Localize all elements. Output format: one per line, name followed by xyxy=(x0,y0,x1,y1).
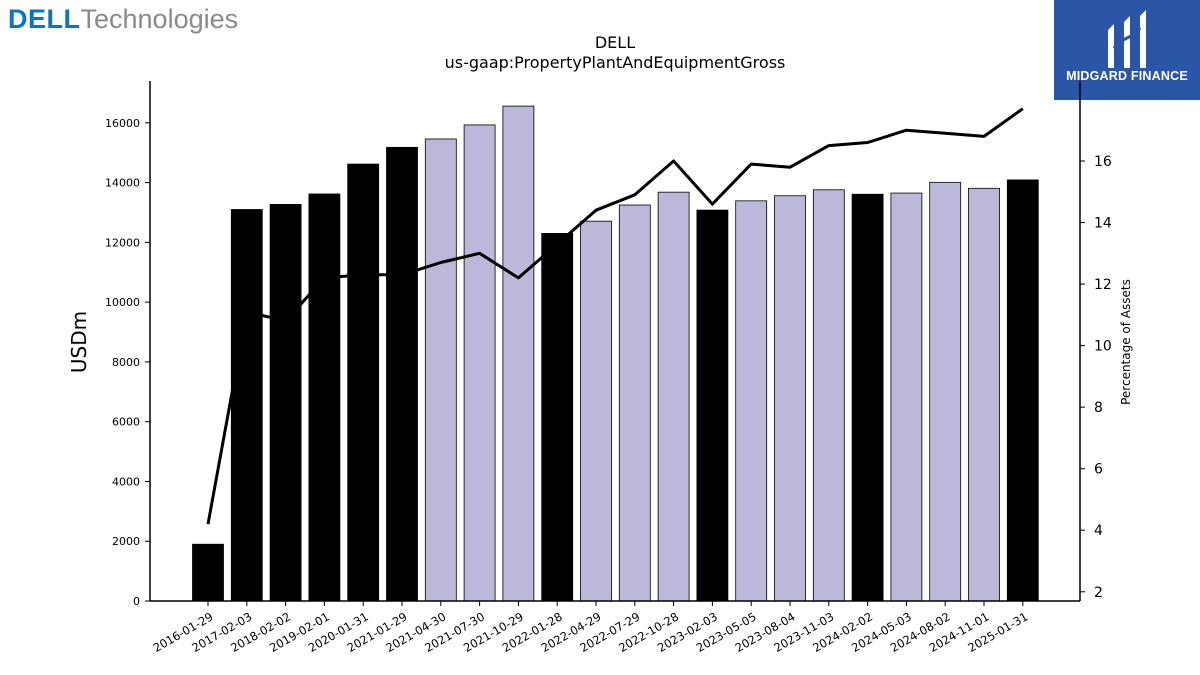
dell-technologies-logo: DELLTechnologies xyxy=(8,4,238,35)
y-tick-label: 12000 xyxy=(105,236,140,249)
bar-2017-02-03 xyxy=(230,209,263,602)
bar-2018-02-02 xyxy=(269,204,302,602)
bar-2020-01-31 xyxy=(347,163,380,602)
y2-axis-label: Percentage of Assets xyxy=(1119,279,1133,405)
dell-logo-brand: DELL xyxy=(8,4,81,34)
bar-series xyxy=(192,105,1039,602)
bar-2022-04-29 xyxy=(580,220,612,602)
y2-tick-label: 4 xyxy=(1094,523,1103,539)
midgard-finance-name: MIDGARD FINANCE xyxy=(1066,69,1188,83)
dell-logo-suffix: Technologies xyxy=(80,4,239,34)
bar-2023-05-05 xyxy=(735,200,768,602)
y2-tick-label: 16 xyxy=(1094,154,1112,170)
y-tick-label: 14000 xyxy=(105,177,140,190)
y-tick-label: 16000 xyxy=(105,117,140,130)
bar-2023-11-03 xyxy=(812,189,845,602)
bar-2023-02-03 xyxy=(696,209,729,602)
y-axis-label: USDm xyxy=(67,311,91,373)
chart-title: DELL xyxy=(595,33,635,52)
y-tick-label: 6000 xyxy=(112,416,140,429)
bar-2016-01-29 xyxy=(192,543,224,602)
bar-2021-07-30 xyxy=(463,124,496,602)
line-series xyxy=(206,107,1024,525)
bar-2024-02-02 xyxy=(851,193,884,602)
bar-2024-08-02 xyxy=(929,181,962,602)
bar-2021-04-30 xyxy=(424,138,457,602)
bar-2021-01-29 xyxy=(386,146,418,602)
midgard-finance-logo: MIDGARD FINANCE xyxy=(1054,0,1200,100)
y2-tick-label: 2 xyxy=(1094,585,1103,601)
y2-tick-label: 6 xyxy=(1094,462,1103,478)
midgard-mark-icon xyxy=(1108,10,1146,68)
bar-2022-07-29 xyxy=(618,204,651,602)
y-tick-label: 10000 xyxy=(105,296,140,309)
bar-2019-02-01 xyxy=(308,193,341,602)
y2-tick-label: 14 xyxy=(1094,216,1112,232)
bar-2022-01-28 xyxy=(541,233,574,602)
y-tick-label: 4000 xyxy=(112,475,140,488)
chart-subtitle: us-gaap:PropertyPlantAndEquipmentGross xyxy=(445,53,786,72)
bar-2025-01-31 xyxy=(1006,179,1039,602)
bar-2023-08-04 xyxy=(774,195,806,602)
y2-tick-label: 12 xyxy=(1094,277,1112,293)
bar-2021-10-29 xyxy=(502,105,535,602)
y2-tick-label: 8 xyxy=(1094,400,1103,416)
y-tick-label: 2000 xyxy=(112,535,140,548)
bar-2024-05-03 xyxy=(890,192,923,602)
y-tick-label: 8000 xyxy=(112,356,140,369)
bar-2024-11-01 xyxy=(968,187,1000,602)
y-tick-label: 0 xyxy=(133,595,140,608)
y2-tick-label: 10 xyxy=(1094,339,1112,355)
bar-2022-10-28 xyxy=(657,191,690,602)
percentage-of-assets-line xyxy=(206,107,1024,525)
